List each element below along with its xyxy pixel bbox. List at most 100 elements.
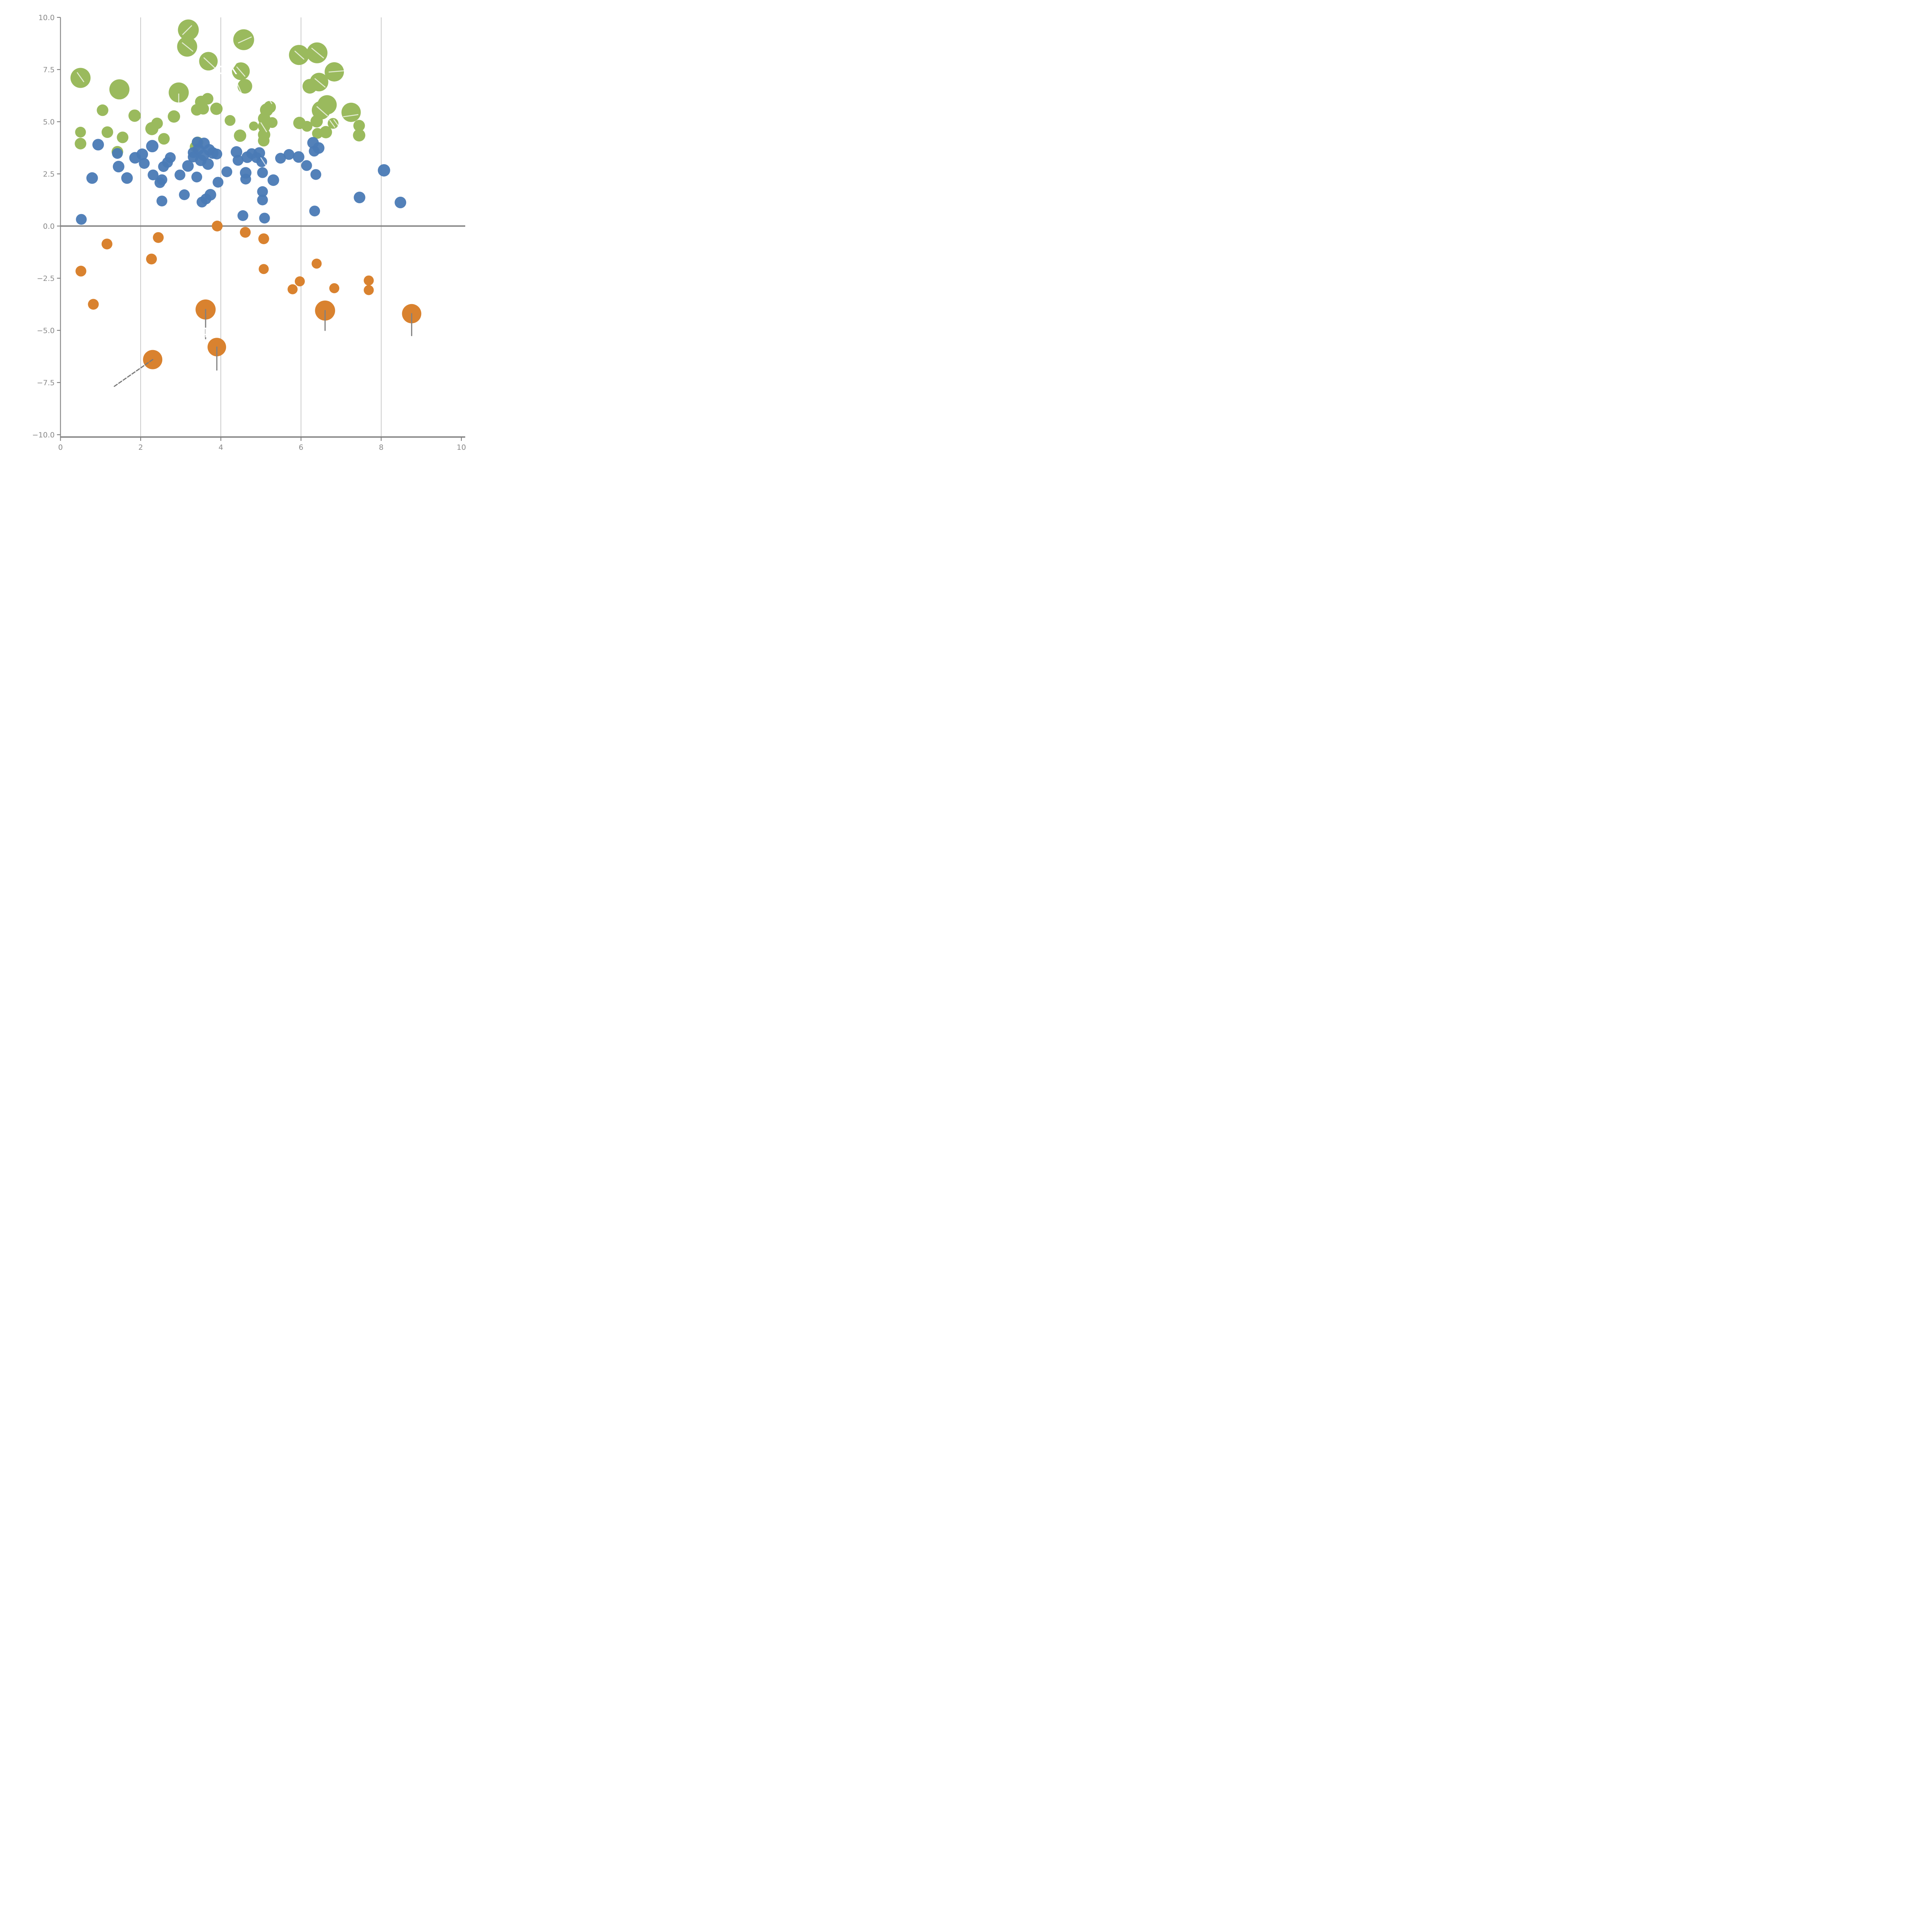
scatter-point-green[interactable]	[264, 101, 276, 114]
scatter-point-blue[interactable]	[92, 139, 104, 151]
scatter-point-blue[interactable]	[283, 149, 294, 160]
white-slash-mark	[315, 78, 326, 88]
scatter-point-orange[interactable]	[287, 284, 298, 294]
scatter-point-green[interactable]	[117, 131, 129, 143]
scatter-point-green[interactable]	[301, 121, 313, 132]
x-tick-label: 0	[58, 443, 63, 452]
scatter-point-green[interactable]	[353, 120, 365, 132]
scatter-point-green[interactable]	[317, 95, 337, 115]
scatter-point-blue[interactable]	[259, 213, 270, 224]
scatter-point-orange[interactable]	[364, 275, 374, 286]
scatter-point-blue[interactable]	[211, 148, 223, 160]
white-slash-mark	[333, 119, 339, 127]
scatter-point-orange[interactable]	[101, 238, 112, 250]
scatter-point-orange[interactable]	[294, 276, 305, 287]
scatter-point-orange[interactable]	[75, 265, 87, 277]
scatter-point-blue[interactable]	[202, 158, 214, 170]
scatter-point-green[interactable]	[75, 138, 87, 150]
scatter-point-green[interactable]	[128, 109, 141, 122]
scatter-point-green[interactable]	[233, 29, 254, 50]
y-tick-label: −7.5	[37, 379, 54, 387]
scatter-point-orange[interactable]	[258, 233, 269, 244]
scatter-point-green[interactable]	[353, 129, 366, 142]
white-slash-mark	[316, 106, 328, 117]
scatter-point-blue[interactable]	[204, 189, 216, 201]
scatter-point-blue[interactable]	[230, 146, 242, 158]
scatter-point-green[interactable]	[75, 127, 86, 138]
scatter-point-blue[interactable]	[156, 196, 167, 207]
plot-canvas: 10.0 7.5 5.0 2.5 0.0 −2.5 −5.0 −7.5 −10.0 0 2 4 6 8 10…	[32, 14, 466, 452]
scatter-point-blue[interactable]	[257, 194, 268, 206]
scatter-point-orange[interactable]	[240, 227, 251, 238]
scatter-point-blue[interactable]	[112, 161, 124, 173]
scatter-point-blue[interactable]	[165, 152, 176, 163]
scatter-point-blue[interactable]	[76, 214, 87, 225]
scatter-point-blue[interactable]	[354, 192, 366, 204]
scatter-point-blue[interactable]	[221, 166, 233, 177]
scatter-point-green[interactable]	[258, 135, 270, 147]
scatter-point-blue[interactable]	[187, 151, 199, 163]
scatter-point-blue[interactable]	[301, 160, 312, 171]
scatter-point-blue[interactable]	[378, 164, 390, 177]
scatter-point-green[interactable]	[320, 126, 332, 138]
scatter-point-blue[interactable]	[310, 169, 321, 180]
scatter-point-blue[interactable]	[174, 169, 185, 180]
scatter-point-orange[interactable]	[146, 253, 157, 265]
scatter-point-orange[interactable]	[311, 259, 322, 269]
scatter-point-blue[interactable]	[191, 172, 202, 183]
scatter-point-green[interactable]	[178, 19, 199, 41]
white-slash-mark	[328, 70, 345, 73]
scatter-point-orange[interactable]	[212, 221, 223, 231]
scatter-point-orange[interactable]	[153, 232, 164, 243]
white-annotation-text: oX	[218, 60, 238, 78]
scatter-point-blue[interactable]	[213, 177, 224, 188]
scatter-point-blue[interactable]	[112, 148, 123, 159]
scatter-point-blue[interactable]	[156, 174, 167, 185]
scatter-point-orange[interactable]	[259, 264, 269, 274]
white-slash-mark	[77, 72, 84, 82]
x-tick-label: 8	[379, 443, 383, 452]
scatter-point-green[interactable]	[101, 126, 113, 138]
scatter-point-green[interactable]	[168, 82, 189, 103]
scatter-point-blue[interactable]	[267, 174, 279, 186]
scatter-point-orange[interactable]	[88, 299, 99, 310]
scatter-point-green[interactable]	[168, 110, 180, 123]
scatter-point-blue[interactable]	[257, 167, 268, 178]
scatter-point-blue[interactable]	[256, 156, 267, 167]
scatter-point-blue[interactable]	[309, 206, 320, 217]
scatter-point-green[interactable]	[341, 102, 361, 122]
scatter-point-blue[interactable]	[121, 172, 133, 184]
scatter-point-green[interactable]	[249, 121, 259, 131]
scatter-point-green[interactable]	[109, 79, 130, 100]
scatter-point-blue[interactable]	[240, 173, 251, 185]
scatter-point-blue[interactable]	[182, 160, 194, 172]
scatter-point-blue[interactable]	[86, 172, 98, 184]
scatter-point-blue[interactable]	[309, 146, 320, 157]
scatter-point-blue[interactable]	[136, 148, 148, 160]
scatter-point-blue[interactable]	[146, 140, 159, 153]
scatter-point-green[interactable]	[224, 115, 236, 126]
scatter-point-green[interactable]	[237, 79, 252, 94]
scatter-point-blue[interactable]	[257, 186, 268, 197]
scatter-point-blue[interactable]	[179, 189, 190, 200]
scatter-point-green[interactable]	[210, 102, 223, 115]
scatter-point-blue[interactable]	[233, 155, 244, 166]
scatter-point-green[interactable]	[197, 103, 209, 115]
scatter-point-blue[interactable]	[395, 196, 406, 208]
scatter-chart: 10.0 7.5 5.0 2.5 0.0 −2.5 −5.0 −7.5 −10.0 0 2 4 6 8 10…	[0, 0, 483, 483]
white-slash-mark	[260, 87, 272, 104]
scatter-point-orange[interactable]	[329, 283, 340, 293]
scatter-point-blue[interactable]	[237, 210, 248, 221]
scatter-point-green[interactable]	[202, 93, 214, 105]
scatter-point-green[interactable]	[234, 129, 247, 142]
scatter-point-blue[interactable]	[139, 158, 150, 169]
scatter-point-blue[interactable]	[253, 147, 265, 159]
scatter-point-blue[interactable]	[293, 151, 304, 163]
scatter-point-blue[interactable]	[275, 153, 286, 164]
y-tick-label: 10.0	[38, 14, 54, 22]
scatter-point-green[interactable]	[97, 104, 109, 116]
scatter-point-green[interactable]	[151, 117, 163, 129]
scatter-point-blue[interactable]	[148, 169, 159, 180]
scatter-point-orange[interactable]	[364, 285, 374, 295]
scatter-point-green[interactable]	[158, 133, 170, 145]
